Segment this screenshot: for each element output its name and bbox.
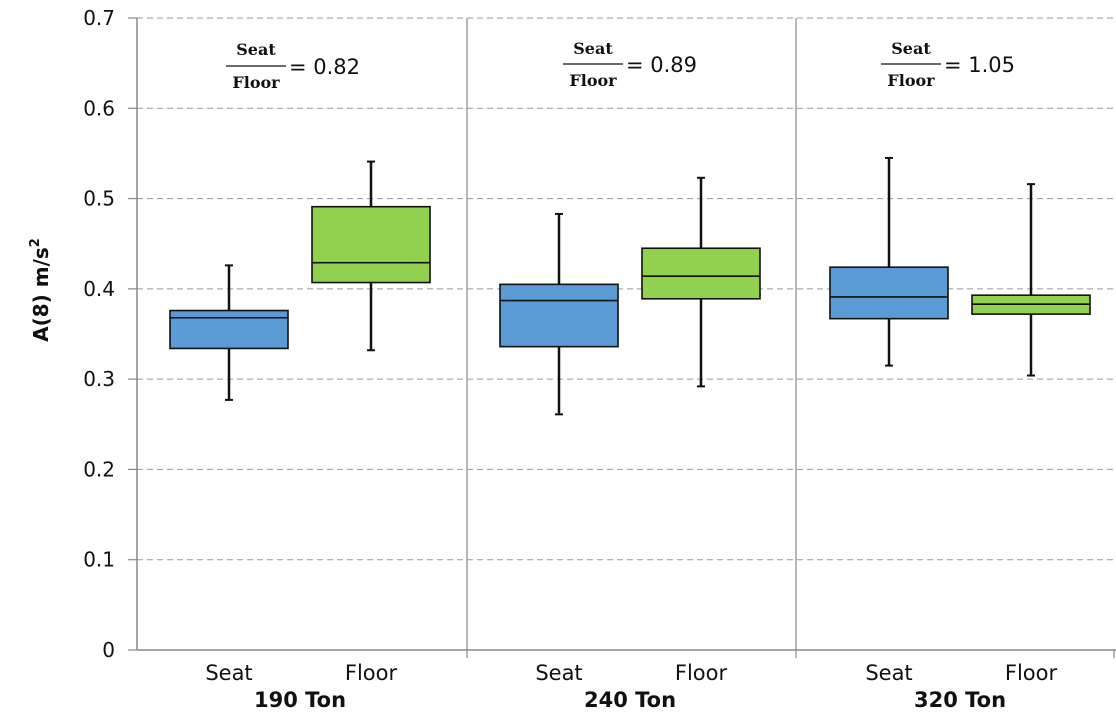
ratio-value-1: = 0.89	[626, 53, 697, 77]
ratio-numerator-0: Seat	[236, 40, 276, 59]
box-240-ton-seat	[499, 212, 619, 416]
box-320-ton-seat	[829, 156, 949, 367]
box-series	[169, 156, 1091, 416]
x-category-label-320-ton-seat: Seat	[865, 661, 912, 685]
box-body-320-ton-seat	[829, 266, 949, 320]
y-tick-label-2: 0.2	[83, 457, 115, 481]
grid-lines	[137, 17, 1116, 561]
y-axis-title: A(8) m/s2	[28, 238, 53, 342]
ratio-denominator-1: Floor	[569, 71, 617, 90]
y-tick-label-4: 0.4	[83, 277, 115, 301]
ratio-annotation-2: Seat Floor = 1.05	[881, 39, 1015, 90]
box-190-ton-seat	[169, 264, 289, 401]
box-320-ton-floor	[971, 183, 1091, 377]
group-label-2: 320 Ton	[914, 688, 1006, 712]
y-tick-label-3: 0.3	[83, 367, 115, 391]
group-label-0: 190 Ton	[254, 688, 346, 712]
x-category-label-240-ton-seat: Seat	[535, 661, 582, 685]
box-240-ton-floor	[641, 176, 761, 388]
x-category-label-190-ton-floor: Floor	[345, 661, 398, 685]
ratio-denominator-0: Floor	[232, 73, 280, 92]
x-category-label-320-ton-floor: Floor	[1005, 661, 1058, 685]
group-label-1: 240 Ton	[584, 688, 676, 712]
y-tick-label-5: 0.5	[83, 187, 115, 211]
box-body-190-ton-seat	[169, 309, 289, 350]
y-tick-label-6: 0.6	[83, 96, 115, 120]
box-body-190-ton-floor	[311, 205, 431, 284]
ratio-annotation-1: Seat Floor = 0.89	[563, 39, 697, 90]
ratio-value-0: = 0.82	[289, 55, 360, 79]
box-body-240-ton-seat	[499, 283, 619, 348]
y-tick-label-0: 0	[102, 638, 115, 662]
y-axis-title-main: A(8) m/s	[29, 247, 53, 342]
y-tick-label-7: 0.7	[83, 6, 115, 30]
axes	[128, 17, 1116, 658]
box-190-ton-floor	[311, 160, 431, 352]
ratio-value-2: = 1.05	[944, 53, 1015, 77]
box-body-240-ton-floor	[641, 247, 761, 300]
ratio-annotation-0: Seat Floor = 0.82	[226, 40, 360, 92]
x-category-label-190-ton-seat: Seat	[205, 661, 252, 685]
x-category-label-240-ton-floor: Floor	[675, 661, 728, 685]
ratio-numerator-2: Seat	[891, 39, 931, 58]
y-tick-label-1: 0.1	[83, 548, 115, 572]
y-axis-title-superscript: 2	[28, 238, 43, 247]
ratio-denominator-2: Floor	[887, 71, 935, 90]
ratio-numerator-1: Seat	[573, 39, 613, 58]
